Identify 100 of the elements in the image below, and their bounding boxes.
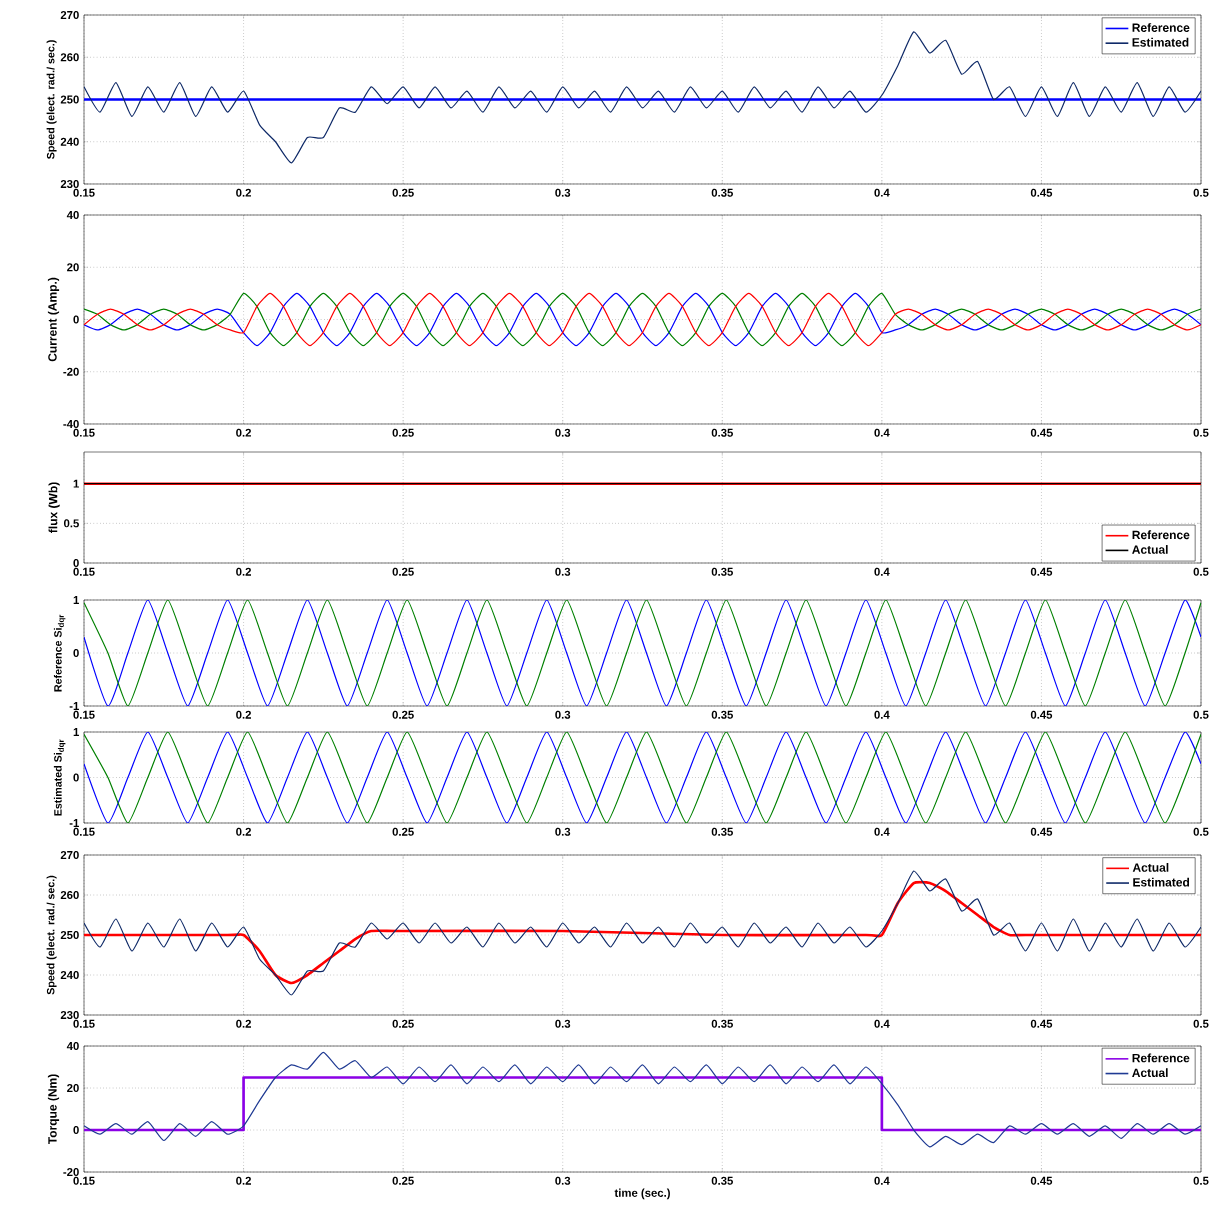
y-tick-label: 0 bbox=[73, 649, 79, 658]
x-tick-label: 0.2 bbox=[236, 188, 251, 197]
x-tick-label: 0.45 bbox=[1030, 1019, 1053, 1028]
legend-label: Reference bbox=[1132, 1053, 1190, 1063]
x-tick-label: 0.2 bbox=[236, 1176, 251, 1185]
x-tick-label: 0.3 bbox=[555, 428, 571, 437]
x-tick-label: 0.4 bbox=[874, 567, 890, 576]
legend-label: Estimated bbox=[1132, 37, 1189, 47]
y-tick-label: 270 bbox=[60, 851, 79, 860]
y-tick-label: -1 bbox=[69, 702, 79, 710]
x-tick-label: 0.35 bbox=[711, 428, 733, 437]
x-tick-label: 0.5 bbox=[1193, 188, 1209, 197]
x-tick-label: 0.2 bbox=[236, 567, 251, 576]
y-tick-label: 0.5 bbox=[63, 519, 79, 528]
x-tick-label: 0.45 bbox=[1030, 428, 1053, 437]
x-tick-label: 0.5 bbox=[1193, 827, 1209, 836]
x-tick-label: 0.2 bbox=[236, 428, 251, 437]
y-tick-label: 0 bbox=[73, 315, 79, 324]
y-tick-label: 250 bbox=[60, 95, 79, 104]
x-tick-label: 0.35 bbox=[711, 567, 733, 576]
x-tick-label: 0.5 bbox=[1193, 567, 1209, 576]
x-tick-label: 0.3 bbox=[555, 1019, 571, 1028]
x-tick-label: 0.45 bbox=[1030, 827, 1053, 836]
y-tick-label: -20 bbox=[63, 1168, 79, 1177]
y-tick-label: 20 bbox=[67, 1084, 79, 1093]
legend-label: Reference bbox=[1132, 23, 1190, 32]
y-axis-title: Reference Si$_{dqr}$ bbox=[53, 614, 66, 692]
x-tick-label: 0.15 bbox=[73, 1176, 95, 1185]
x-tick-label: 0.3 bbox=[555, 188, 571, 197]
x-tick-label: 0.3 bbox=[555, 827, 571, 836]
x-tick-label: 0.25 bbox=[392, 710, 414, 719]
x-tick-label: 0.3 bbox=[555, 1176, 571, 1185]
x-tick-label: 0.15 bbox=[73, 567, 95, 576]
x-tick-label: 0.25 bbox=[392, 1019, 414, 1028]
y-tick-label: 250 bbox=[60, 931, 79, 940]
x-tick-label: 0.15 bbox=[73, 1019, 95, 1028]
y-tick-label: 20 bbox=[67, 263, 79, 272]
y-tick-label: 1 bbox=[73, 596, 79, 604]
x-tick-label: 0.45 bbox=[1030, 1176, 1053, 1185]
x-tick-label: 0.4 bbox=[874, 1176, 890, 1185]
y-axis-title: Speed (elect. rad./ sec.) bbox=[46, 40, 57, 159]
y-tick-label: 0 bbox=[73, 1126, 79, 1135]
x-tick-label: 0.2 bbox=[236, 1019, 251, 1028]
x-tick-label: 0.15 bbox=[73, 188, 95, 197]
x-tick-label: 0.4 bbox=[874, 428, 890, 437]
x-tick-label: 0.15 bbox=[73, 428, 95, 437]
x-tick-label: 0.2 bbox=[236, 827, 251, 836]
legend-label: Estimated bbox=[1133, 877, 1190, 887]
y-tick-label: 260 bbox=[60, 53, 79, 62]
x-tick-label: 0.5 bbox=[1193, 1176, 1209, 1185]
y-tick-label: 1 bbox=[73, 479, 79, 488]
x-tick-label: 0.35 bbox=[711, 827, 733, 836]
x-tick-label: 0.35 bbox=[711, 188, 733, 197]
y-tick-label: -20 bbox=[63, 367, 79, 376]
x-tick-label: 0.3 bbox=[555, 567, 571, 576]
y-axis-title: Estimated Si$_{dqr}$ bbox=[53, 739, 66, 816]
y-axis-title: Torque (Nm) bbox=[47, 1074, 60, 1145]
y-tick-label: 1 bbox=[73, 728, 79, 736]
y-tick-label: 0 bbox=[73, 559, 79, 568]
x-tick-label: 0.4 bbox=[874, 827, 890, 836]
y-tick-label: 230 bbox=[60, 179, 79, 189]
x-tick-label: 0.5 bbox=[1193, 1019, 1209, 1028]
x-tick-label: 0.5 bbox=[1193, 710, 1209, 719]
y-tick-label: 0 bbox=[73, 773, 79, 782]
x-tick-label: 0.15 bbox=[73, 827, 95, 836]
x-axis-title: time (sec.) bbox=[614, 1188, 670, 1200]
y-axis-title: Current (Amp.) bbox=[47, 277, 60, 362]
x-tick-label: 0.2 bbox=[236, 710, 251, 719]
x-tick-label: 0.45 bbox=[1030, 188, 1053, 197]
x-tick-label: 0.25 bbox=[392, 188, 414, 197]
x-tick-label: 0.25 bbox=[392, 1176, 414, 1185]
x-tick-label: 0.4 bbox=[874, 710, 890, 719]
y-tick-label: 230 bbox=[60, 1011, 79, 1020]
legend-label: Actual bbox=[1132, 1068, 1168, 1078]
x-tick-label: 0.25 bbox=[392, 567, 414, 576]
x-tick-label: 0.25 bbox=[392, 827, 414, 836]
y-tick-label: 40 bbox=[66, 1042, 79, 1051]
x-tick-label: 0.45 bbox=[1030, 567, 1053, 576]
x-tick-label: 0.35 bbox=[711, 710, 733, 719]
x-tick-label: 0.3 bbox=[555, 710, 571, 719]
x-tick-label: 0.4 bbox=[874, 188, 890, 197]
y-axis-title: Speed (elect. rad./ sec.) bbox=[46, 875, 57, 995]
legend-label: Actual bbox=[1132, 863, 1169, 872]
y-axis-title: flux (Wb) bbox=[48, 482, 60, 533]
x-tick-label: 0.25 bbox=[392, 428, 414, 437]
x-tick-label: 0.4 bbox=[874, 1019, 890, 1028]
x-tick-label: 0.45 bbox=[1030, 710, 1053, 719]
y-tick-label: 270 bbox=[60, 11, 79, 20]
y-tick-label: 240 bbox=[60, 971, 79, 980]
y-tick-label: 240 bbox=[60, 137, 79, 146]
y-tick-label: 260 bbox=[60, 891, 79, 900]
x-tick-label: 0.35 bbox=[711, 1019, 733, 1028]
y-tick-label: -1 bbox=[69, 819, 79, 827]
x-tick-label: 0.5 bbox=[1193, 428, 1209, 437]
legend-label: Actual bbox=[1132, 545, 1168, 554]
x-tick-label: 0.35 bbox=[711, 1176, 733, 1185]
y-tick-label: -40 bbox=[63, 419, 79, 428]
y-tick-label: 40 bbox=[66, 211, 79, 220]
legend-label: Reference bbox=[1132, 530, 1190, 540]
x-tick-label: 0.15 bbox=[73, 710, 95, 719]
